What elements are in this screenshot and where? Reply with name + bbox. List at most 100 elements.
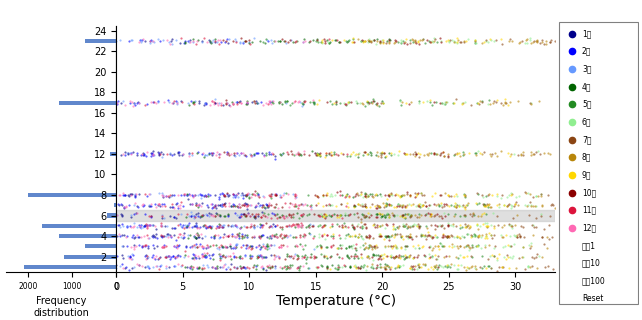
Point (220, 204, 230, 209)
Point (401, 243, 412, 248)
Point (471, 200, 481, 205)
Point (356, 192, 367, 197)
Point (393, 39, 403, 44)
Point (320, 222, 330, 228)
Point (436, 241, 446, 246)
Point (361, 245, 371, 250)
Point (489, 233, 499, 238)
Point (446, 233, 456, 238)
Point (312, 37, 322, 43)
Point (266, 235, 277, 240)
Point (537, 234, 547, 239)
Point (269, 204, 279, 209)
Point (345, 233, 356, 238)
Point (134, 223, 144, 228)
Point (482, 194, 492, 199)
Point (229, 202, 239, 207)
Point (235, 226, 245, 231)
Point (499, 223, 509, 228)
Point (372, 225, 383, 230)
Point (494, 264, 504, 269)
Point (212, 266, 222, 271)
Point (175, 99, 186, 104)
Point (168, 254, 178, 259)
Point (261, 244, 271, 249)
Point (157, 191, 167, 196)
Point (141, 153, 151, 158)
Point (536, 191, 546, 196)
Point (462, 224, 473, 229)
Point (449, 100, 459, 106)
Point (157, 215, 167, 220)
Point (266, 211, 277, 216)
Point (209, 233, 220, 238)
Point (290, 98, 300, 103)
Point (226, 256, 236, 261)
Point (369, 225, 379, 230)
Point (382, 201, 392, 206)
Point (413, 150, 423, 156)
Point (284, 253, 294, 258)
Point (144, 222, 155, 228)
Point (502, 194, 512, 199)
Point (422, 211, 433, 216)
Point (358, 204, 368, 209)
Point (157, 244, 167, 250)
Point (393, 262, 403, 267)
Point (382, 211, 392, 216)
Point (281, 101, 291, 106)
Point (300, 38, 311, 43)
Point (361, 233, 371, 238)
Point (408, 256, 418, 261)
Point (264, 192, 274, 197)
Point (375, 211, 385, 216)
Point (459, 212, 469, 218)
Point (146, 37, 157, 42)
Point (346, 151, 356, 156)
Point (117, 243, 127, 248)
Point (309, 212, 320, 217)
Point (496, 195, 506, 200)
Point (360, 245, 370, 251)
Point (497, 264, 507, 269)
Point (316, 252, 326, 257)
Point (177, 224, 187, 229)
Point (406, 263, 416, 268)
Point (508, 203, 519, 208)
Text: 8月: 8月 (582, 153, 591, 162)
Point (139, 151, 150, 156)
Point (120, 153, 130, 158)
Point (148, 234, 158, 239)
Point (207, 201, 217, 206)
Point (237, 235, 247, 240)
Point (326, 191, 336, 196)
Point (304, 225, 315, 230)
Point (224, 192, 234, 197)
Point (337, 225, 347, 230)
Point (481, 38, 491, 43)
Point (391, 253, 401, 258)
Point (490, 151, 500, 156)
Point (156, 233, 166, 238)
Point (189, 233, 200, 238)
Point (139, 233, 149, 238)
Point (153, 202, 163, 207)
Point (412, 192, 422, 197)
Point (271, 192, 281, 197)
Point (387, 244, 397, 249)
Point (413, 41, 424, 46)
Point (241, 243, 251, 248)
Point (211, 211, 221, 216)
Point (213, 203, 223, 208)
Point (328, 234, 338, 239)
Point (287, 202, 297, 207)
Point (186, 263, 196, 268)
Point (383, 234, 393, 239)
Point (249, 36, 259, 41)
Point (118, 191, 128, 196)
Point (297, 253, 308, 259)
Point (290, 193, 300, 198)
Point (354, 202, 365, 207)
Point (404, 202, 415, 207)
Point (405, 233, 415, 238)
